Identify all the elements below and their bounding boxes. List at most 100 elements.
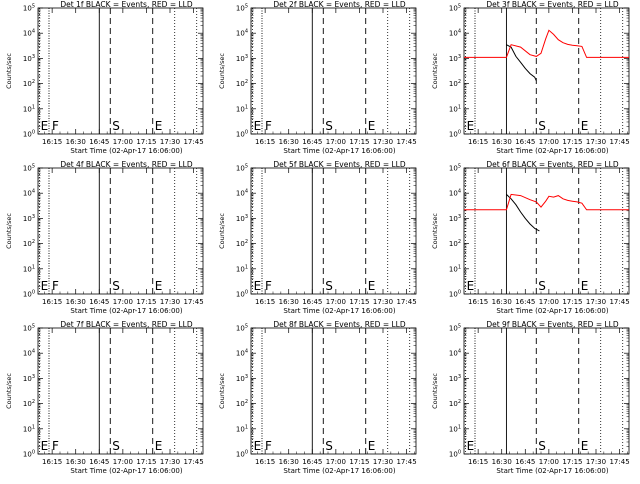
x-tick-label: 17:15	[136, 458, 156, 466]
x-tick-label: 17:15	[349, 298, 369, 306]
y-tick-label: 104	[449, 349, 461, 358]
x-tick-label: 17:00	[113, 138, 133, 146]
panel-det-5: Det 5f BLACK = Events, RED = LLD Counts/s…	[218, 160, 417, 315]
y-tick-label: 105	[236, 164, 248, 173]
plot-frame	[250, 327, 417, 455]
x-tick-label: 17:45	[183, 298, 203, 306]
y-tick-label: 103	[236, 54, 248, 63]
series-line-events	[506, 194, 540, 232]
plot-frame	[37, 167, 204, 295]
x-tick-label: 17:30	[586, 138, 606, 146]
y-axis-label: Counts/sec	[218, 373, 226, 409]
y-tick-label: 100	[236, 450, 248, 459]
x-tick-label: 17:15	[136, 298, 156, 306]
marker-letter-s: S	[538, 439, 546, 453]
panel-det-9: Det 9f BLACK = Events, RED = LLD Counts/s…	[431, 320, 630, 475]
plot-frame	[37, 327, 204, 455]
y-tick-label: 100	[449, 290, 461, 299]
y-tick-label: 102	[23, 399, 35, 408]
x-axis-label: Start Time (02-Apr-17 16:06:00)	[283, 467, 395, 475]
y-tick-label: 102	[236, 399, 248, 408]
marker-letter-e: E	[155, 279, 163, 293]
y-tick-label: 100	[236, 130, 248, 139]
marker-letter-e: E	[467, 119, 475, 133]
x-tick-label: 17:00	[326, 458, 346, 466]
marker-letter-e: E	[581, 279, 589, 293]
x-tick-label: 16:15	[42, 298, 62, 306]
x-tick-label: 16:15	[468, 138, 488, 146]
x-tick-label: 17:00	[113, 458, 133, 466]
x-tick-label: 17:30	[160, 138, 180, 146]
marker-letter-s: S	[538, 279, 546, 293]
y-axis-label: Counts/sec	[5, 373, 13, 409]
marker-letter-s: S	[325, 279, 333, 293]
y-tick-label: 103	[449, 214, 461, 223]
x-tick-label: 17:30	[586, 298, 606, 306]
y-tick-label: 102	[236, 239, 248, 248]
x-tick-label: 17:15	[562, 458, 582, 466]
y-axis-label: Counts/sec	[5, 213, 13, 249]
plot-frame	[37, 7, 204, 135]
panel-det-7: Det 7f BLACK = Events, RED = LLD Counts/s…	[5, 320, 204, 475]
x-tick-label: 17:00	[539, 458, 559, 466]
x-tick-label: 16:15	[468, 458, 488, 466]
marker-letter-e: E	[581, 119, 589, 133]
y-tick-label: 101	[236, 264, 248, 273]
x-tick-label: 17:15	[562, 138, 582, 146]
x-axis-label: Start Time (02-Apr-17 16:06:00)	[70, 147, 182, 155]
x-tick-label: 16:45	[89, 138, 109, 146]
x-tick-label: 17:30	[373, 458, 393, 466]
y-tick-label: 105	[449, 4, 461, 13]
panel-title: Det 1f BLACK = Events, RED = LLD	[60, 0, 193, 9]
x-tick-label: 17:45	[609, 298, 629, 306]
marker-letter-f: F	[265, 119, 272, 133]
marker-letter-e: E	[41, 439, 49, 453]
x-tick-label: 17:30	[586, 458, 606, 466]
y-tick-label: 103	[449, 374, 461, 383]
marker-letter-e: E	[368, 119, 376, 133]
y-tick-label: 101	[449, 264, 461, 273]
x-tick-label: 17:45	[183, 458, 203, 466]
marker-letter-e: E	[368, 279, 376, 293]
x-tick-label: 17:30	[160, 458, 180, 466]
x-tick-label: 17:15	[136, 138, 156, 146]
panel-title: Det 5f BLACK = Events, RED = LLD	[273, 160, 406, 169]
y-tick-label: 105	[23, 4, 35, 13]
x-tick-label: 16:30	[279, 138, 299, 146]
marker-letter-s: S	[538, 119, 546, 133]
x-tick-label: 17:00	[539, 138, 559, 146]
x-tick-label: 16:45	[302, 138, 322, 146]
panel-title: Det 2f BLACK = Events, RED = LLD	[273, 0, 406, 9]
x-tick-label: 16:15	[42, 138, 62, 146]
y-tick-label: 104	[449, 189, 461, 198]
x-tick-label: 17:15	[562, 298, 582, 306]
plot-frame	[463, 167, 630, 295]
panel-det-3: Det 3f BLACK = Events, RED = LLD Counts/s…	[431, 0, 630, 155]
y-tick-label: 104	[23, 189, 35, 198]
panel-title: Det 3f BLACK = Events, RED = LLD	[486, 0, 619, 9]
marker-letter-e: E	[254, 279, 262, 293]
x-tick-label: 17:30	[373, 298, 393, 306]
marker-letter-s: S	[112, 439, 120, 453]
y-tick-label: 103	[236, 214, 248, 223]
x-axis-label: Start Time (02-Apr-17 16:06:00)	[496, 147, 608, 155]
x-tick-label: 17:00	[326, 138, 346, 146]
x-tick-label: 16:30	[492, 138, 512, 146]
panel-det-1: Det 1f BLACK = Events, RED = LLD Counts/s…	[5, 0, 204, 155]
marker-letter-e: E	[254, 119, 262, 133]
y-tick-label: 104	[236, 29, 248, 38]
x-axis-label: Start Time (02-Apr-17 16:06:00)	[283, 147, 395, 155]
x-tick-label: 16:45	[302, 298, 322, 306]
y-axis-label: Counts/sec	[218, 213, 226, 249]
series-line-lld	[464, 29, 629, 58]
x-tick-label: 16:15	[42, 458, 62, 466]
y-tick-label: 100	[236, 290, 248, 299]
panel-det-6: Det 6f BLACK = Events, RED = LLD Counts/s…	[431, 160, 630, 315]
y-tick-label: 101	[23, 264, 35, 273]
marker-letter-e: E	[581, 439, 589, 453]
marker-letter-s: S	[325, 439, 333, 453]
panel-det-2: Det 2f BLACK = Events, RED = LLD Counts/s…	[218, 0, 417, 155]
x-tick-label: 17:30	[160, 298, 180, 306]
x-tick-label: 16:15	[255, 298, 275, 306]
y-tick-label: 104	[449, 29, 461, 38]
